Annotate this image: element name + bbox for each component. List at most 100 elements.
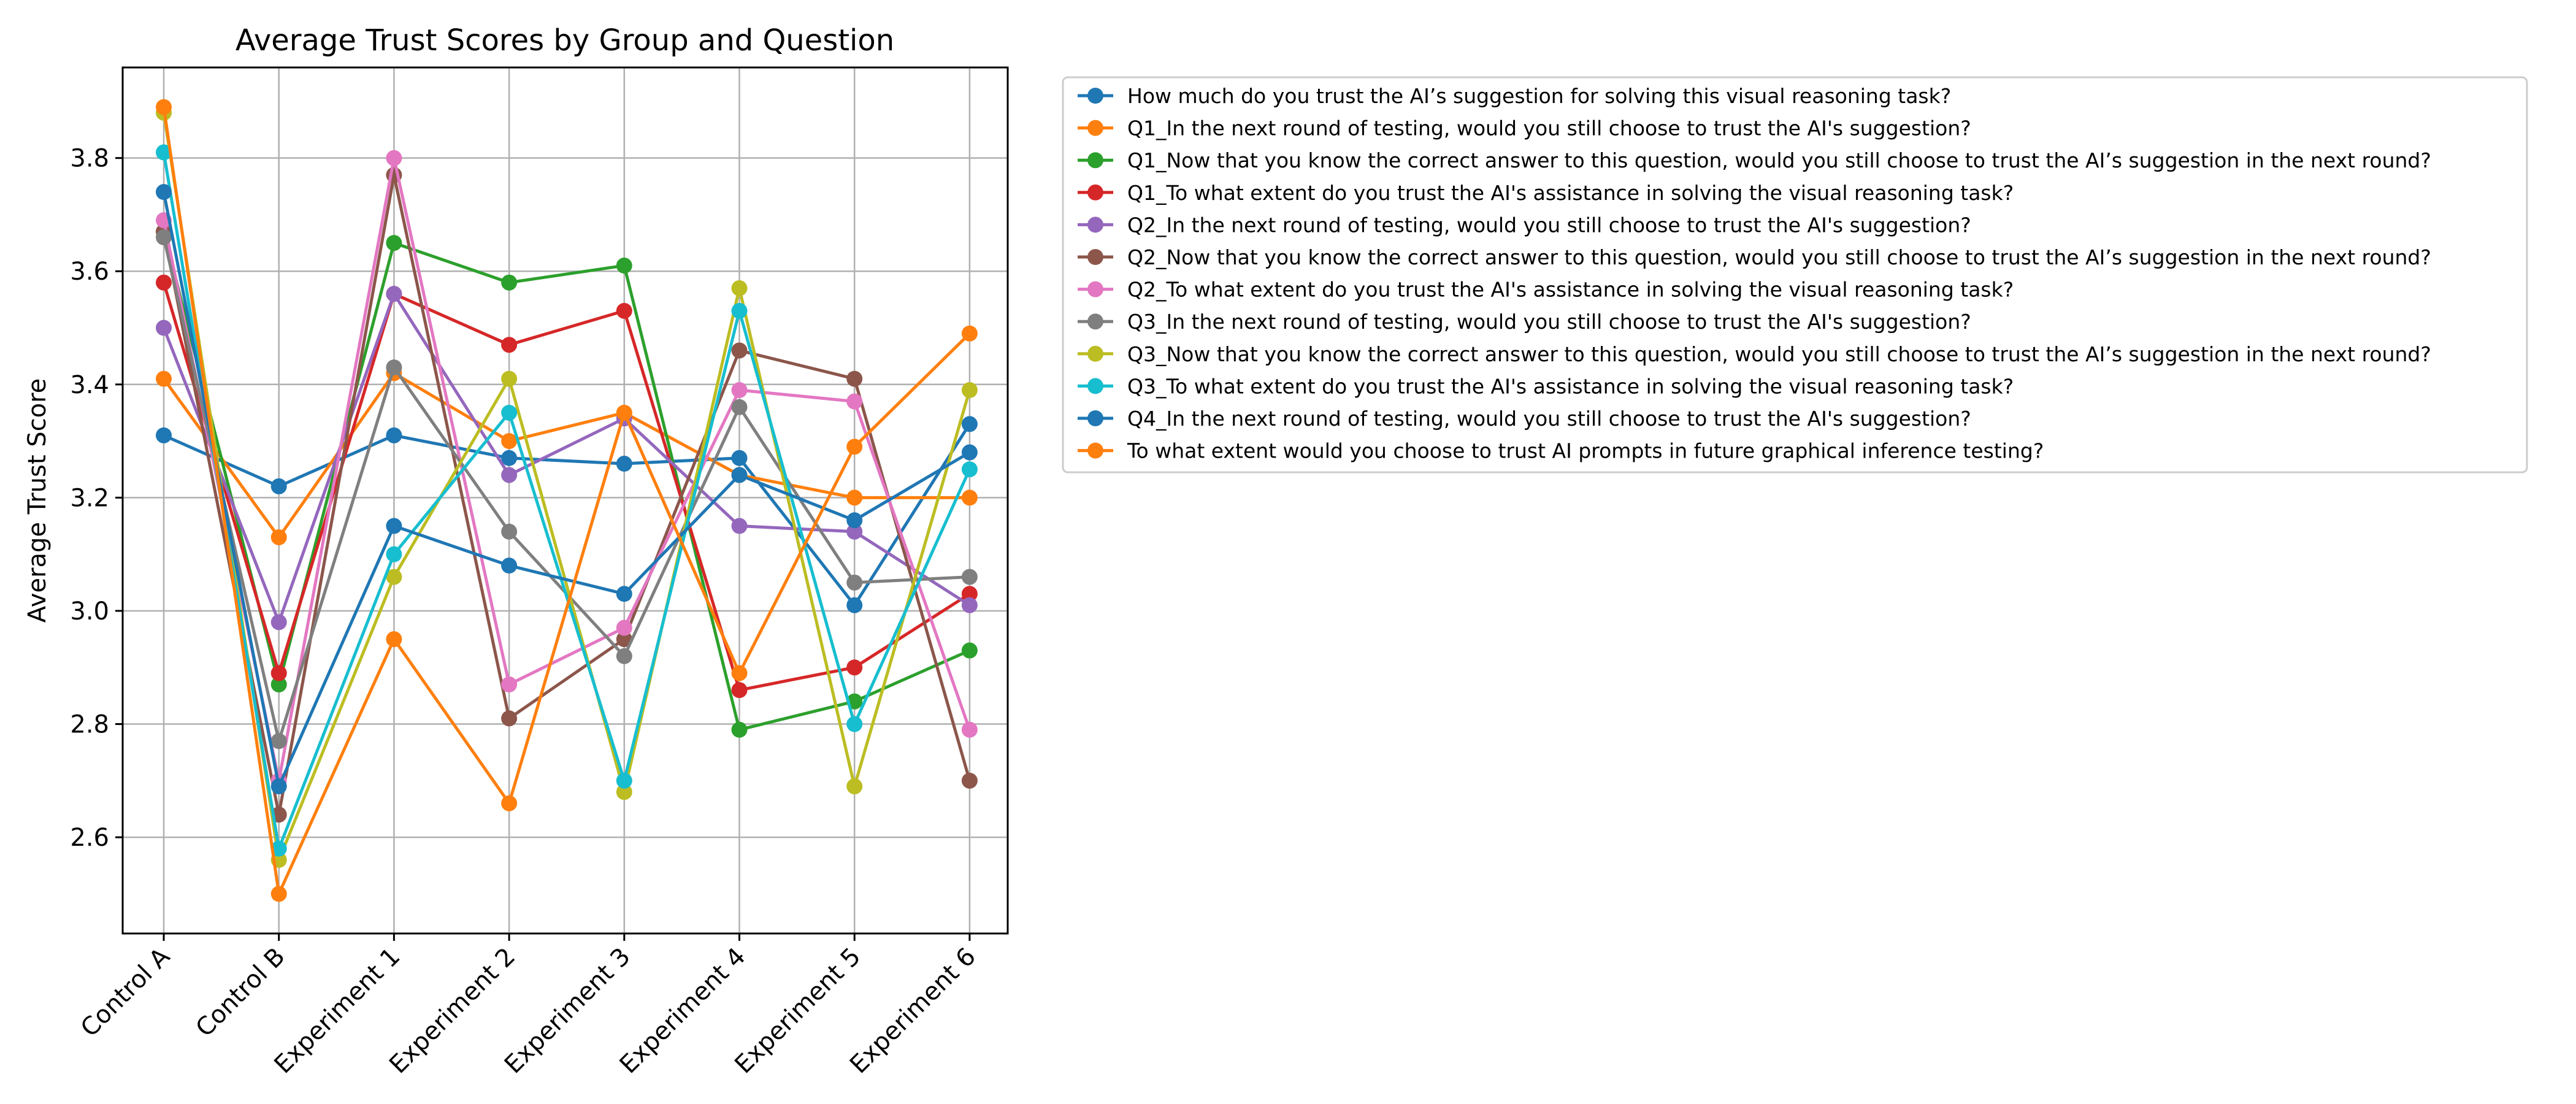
- legend-item: Q4_In the next round of testing, would y…: [1078, 407, 1971, 431]
- legend-marker: [1087, 345, 1103, 362]
- data-point: [731, 721, 748, 738]
- data-point: [156, 184, 172, 201]
- data-point: [961, 489, 978, 506]
- series-5: [156, 286, 978, 631]
- legend-label: Q1_In the next round of testing, would y…: [1127, 117, 1971, 140]
- legend-item: To what extent would you choose to trust…: [1078, 439, 2044, 463]
- data-point: [961, 461, 978, 478]
- legend: How much do you trust the AI’s suggestio…: [1062, 76, 2528, 473]
- y-tick-label: 3.2: [70, 484, 109, 512]
- legend-marker: [1087, 378, 1103, 394]
- legend-label: Q1_Now that you know the correct answer …: [1127, 148, 2431, 172]
- legend-label: Q4_In the next round of testing, would y…: [1127, 407, 1971, 431]
- data-point: [156, 144, 172, 161]
- data-point: [846, 489, 863, 506]
- legend-item: Q3_In the next round of testing, would y…: [1078, 310, 1971, 334]
- legend-marker: [1087, 88, 1103, 104]
- series-line: [162, 173, 972, 816]
- data-point: [846, 370, 863, 387]
- series-10: [156, 144, 978, 857]
- data-point: [731, 342, 748, 359]
- data-point: [270, 778, 287, 795]
- data-point: [846, 659, 863, 676]
- data-point: [616, 258, 632, 274]
- data-point: [731, 450, 748, 466]
- legend-item: Q2_Now that you know the correct answer …: [1078, 245, 2431, 269]
- series-line: [162, 151, 972, 851]
- data-point: [501, 467, 518, 483]
- data-point: [386, 359, 402, 376]
- x-tick-label: Control A: [75, 942, 176, 1043]
- legend-label: Q3_Now that you know the correct answer …: [1127, 342, 2431, 366]
- legend-marker: [1087, 152, 1103, 169]
- series-line: [162, 107, 971, 895]
- y-axis-ticks: 2.6 2.8 3.0 3.2 3.4 3.6 3.8: [70, 145, 123, 852]
- legend-item: How much do you trust the AI’s suggestio…: [1078, 84, 1951, 108]
- data-point: [616, 772, 632, 789]
- legend-item: Q3_Now that you know the correct answer …: [1078, 342, 2431, 366]
- legend-marker: [1087, 281, 1103, 297]
- data-point: [270, 665, 287, 681]
- data-point: [270, 614, 287, 631]
- data-point: [156, 370, 172, 387]
- y-axis-label: Average Trust Score: [23, 378, 52, 623]
- data-point: [616, 302, 632, 319]
- data-point: [846, 523, 863, 540]
- series-line: [162, 282, 971, 692]
- data-point: [156, 274, 172, 291]
- legend-label: Q2_To what extent do you trust the AI's …: [1127, 278, 2014, 302]
- series-12: [156, 99, 978, 902]
- data-point: [961, 721, 978, 738]
- data-point: [961, 325, 978, 342]
- y-tick-label: 3.8: [70, 145, 109, 173]
- grid-layer: [123, 67, 1008, 933]
- data-point: [846, 439, 863, 455]
- data-point: [270, 478, 287, 494]
- data-point: [270, 840, 287, 857]
- data-point: [501, 433, 518, 450]
- data-point: [961, 416, 978, 432]
- y-tick-label: 2.6: [70, 824, 109, 852]
- series-line: [163, 423, 972, 607]
- plot-area-frame: [121, 66, 1009, 935]
- data-point: [846, 574, 863, 591]
- data-point: [386, 427, 402, 443]
- legend-marker: [1087, 249, 1103, 265]
- data-point: [501, 370, 518, 387]
- legend-item: Q3_To what extent do you trust the AI's …: [1078, 374, 2014, 398]
- data-point: [156, 229, 172, 245]
- legend-item: Q2_To what extent do you trust the AI's …: [1078, 278, 2014, 302]
- data-point: [731, 682, 748, 699]
- legend-marker: [1087, 410, 1103, 426]
- x-tick-label: Control B: [191, 943, 291, 1043]
- legend-label: Q2_Now that you know the correct answer …: [1127, 245, 2431, 269]
- data-point: [616, 456, 632, 472]
- series-4: [156, 274, 978, 699]
- data-point: [501, 676, 518, 692]
- data-point: [731, 467, 748, 483]
- y-tick-label: 3.0: [70, 597, 109, 626]
- data-point: [616, 784, 632, 800]
- data-point: [386, 286, 402, 302]
- data-point: [270, 529, 287, 545]
- data-point: [501, 710, 518, 727]
- data-point: [501, 404, 518, 421]
- data-point: [616, 631, 632, 648]
- data-point: [386, 569, 402, 585]
- data-point: [616, 404, 632, 421]
- legend-label: Q1_To what extent do you trust the AI's …: [1127, 181, 2014, 205]
- data-point: [501, 337, 518, 353]
- data-point: [961, 772, 978, 789]
- data-point: [731, 518, 748, 534]
- legend-item: Q1_To what extent do you trust the AI's …: [1078, 181, 2014, 205]
- legend-marker: [1087, 313, 1103, 330]
- data-point: [501, 274, 518, 291]
- legend-marker: [1087, 120, 1103, 136]
- data-point: [846, 393, 863, 410]
- data-point: [156, 320, 172, 336]
- chart-title: Average Trust Scores by Group and Questi…: [236, 23, 894, 58]
- series-layer: [156, 99, 978, 902]
- legend-marker: [1087, 217, 1103, 233]
- data-point: [386, 235, 402, 251]
